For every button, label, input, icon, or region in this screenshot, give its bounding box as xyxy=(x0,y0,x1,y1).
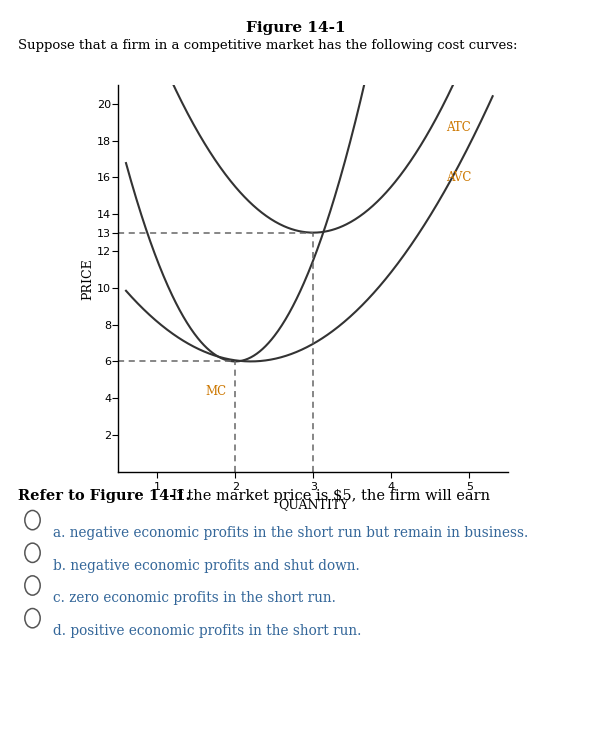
Text: Refer to Figure 14-1.: Refer to Figure 14-1. xyxy=(18,489,190,503)
Text: If the market price is $5, the firm will earn: If the market price is $5, the firm will… xyxy=(167,489,490,503)
Text: AVC: AVC xyxy=(446,171,471,184)
Text: a. negative economic profits in the short run but remain in business.: a. negative economic profits in the shor… xyxy=(53,526,528,540)
Text: Suppose that a firm in a competitive market has the following cost curves:: Suppose that a firm in a competitive mar… xyxy=(18,39,517,51)
X-axis label: QUANTITY: QUANTITY xyxy=(278,499,349,511)
Text: Figure 14-1: Figure 14-1 xyxy=(246,21,345,35)
Text: ATC: ATC xyxy=(446,121,470,134)
Y-axis label: PRICE: PRICE xyxy=(82,258,95,299)
Text: b. negative economic profits and shut down.: b. negative economic profits and shut do… xyxy=(53,559,360,573)
Text: c. zero economic profits in the short run.: c. zero economic profits in the short ru… xyxy=(53,591,336,606)
Text: MC: MC xyxy=(206,385,227,398)
Text: d. positive economic profits in the short run.: d. positive economic profits in the shor… xyxy=(53,624,362,638)
